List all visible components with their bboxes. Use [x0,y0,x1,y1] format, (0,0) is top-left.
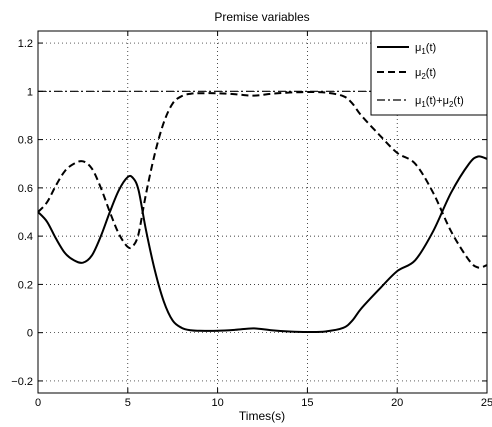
x-tick-label: 10 [211,397,223,409]
y-tick-label: 0.4 [18,231,33,243]
x-tick-label: 25 [481,397,492,409]
legend-label-3: μ1(t)+μ2(t) [415,95,464,109]
series-line-2 [37,91,488,269]
plot-border [37,30,488,394]
ticks: 0 5 10 15 20 25−0.200.20.40.60.811.2 [11,31,492,409]
x-tick-label: 0 [35,397,41,409]
x-tick-label: 5 [125,397,131,409]
legend-label-1: μ1(t) [415,42,436,56]
x-tick-label: 15 [301,397,313,409]
series-line-1 [37,155,488,333]
y-tick-label: 0.6 [18,183,33,195]
y-tick-label: 0.8 [18,135,33,147]
y-tick-label: 0 [27,328,33,340]
y-tick-label: 1.2 [18,38,33,50]
x-tick-label: 20 [391,397,403,409]
legend: μ1(t) μ2(t) μ1(t)+μ2(t) [370,30,488,116]
x-axis-label: Times(s) [239,409,285,423]
y-tick-label: 0.2 [18,279,33,291]
y-tick-label: 1 [27,86,33,98]
chart-title: Premise variables [214,10,309,24]
legend-label-2: μ2(t) [415,67,436,81]
y-tick-label: −0.2 [11,376,33,388]
